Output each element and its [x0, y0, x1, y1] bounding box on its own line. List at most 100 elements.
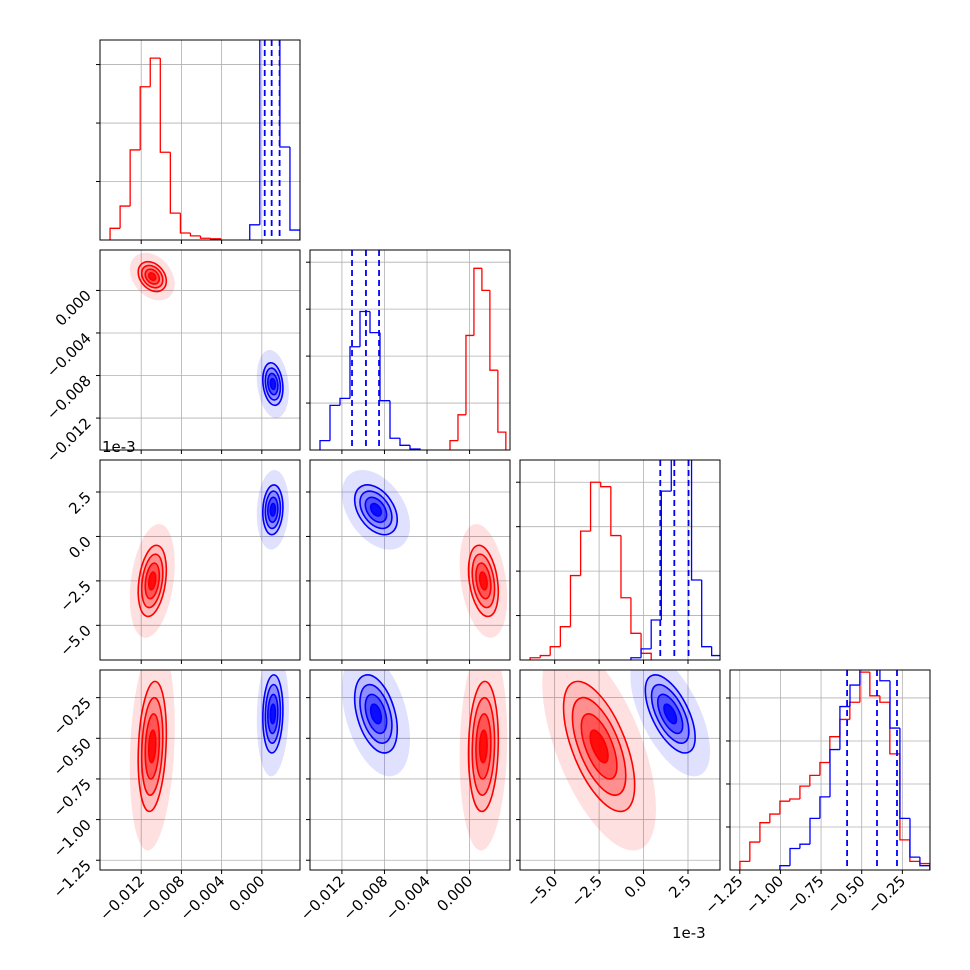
histogram-step — [789, 847, 800, 866]
histogram-step — [839, 718, 850, 737]
offset-label: 1e-3 — [102, 438, 136, 456]
panel-frame — [309, 459, 511, 661]
histogram-step — [909, 818, 920, 858]
histogram-step — [899, 728, 910, 820]
histogram-step — [670, 460, 672, 492]
panel-content — [129, 670, 289, 851]
panel-frame — [99, 669, 301, 871]
histogram-step — [457, 414, 466, 441]
y-tick-label: −0.25 — [50, 694, 95, 739]
panel-frame — [99, 249, 301, 451]
histogram-step — [559, 626, 571, 647]
y-tick-label: −2.5 — [56, 577, 94, 615]
histogram-step — [849, 701, 860, 720]
y-tick-label: −1.25 — [50, 856, 95, 901]
x-tick-label: −0.012 — [297, 872, 349, 924]
density-contour — [369, 502, 383, 517]
histogram-step — [650, 619, 662, 649]
histogram-step — [660, 490, 672, 620]
histogram-step — [179, 213, 191, 234]
panel-content — [542, 670, 711, 851]
histogram-step — [839, 705, 850, 750]
histogram-step — [249, 224, 260, 240]
histogram-step — [359, 310, 370, 347]
histogram-step — [630, 597, 642, 634]
histogram-step — [640, 633, 652, 660]
histogram-step — [149, 57, 161, 87]
histogram-step — [209, 238, 222, 240]
histogram-step — [909, 839, 920, 863]
histogram-step — [690, 460, 702, 581]
histogram-step — [399, 438, 410, 446]
histogram-step — [630, 657, 642, 660]
panel-content — [341, 670, 508, 851]
histogram-step — [409, 445, 421, 450]
histogram-step — [259, 40, 261, 225]
density-contour — [147, 571, 157, 591]
x-tick-label: 2.5 — [665, 872, 695, 902]
x-tick-label: −0.75 — [783, 872, 828, 917]
x-tick-label: −2.5 — [567, 872, 605, 910]
histogram-step — [739, 860, 750, 870]
histogram-step — [369, 311, 380, 334]
density-contour — [369, 703, 383, 725]
histogram-step — [119, 205, 131, 229]
panel-content — [129, 252, 289, 419]
histogram-step — [539, 654, 551, 658]
histogram-step — [799, 843, 810, 849]
panel-content — [529, 460, 720, 660]
histogram-step — [473, 267, 482, 336]
histogram-step — [159, 58, 171, 153]
y-tick-label: −0.012 — [43, 414, 95, 466]
x-tick-label: −0.25 — [864, 872, 909, 917]
histogram-step — [329, 404, 340, 441]
panel-frame — [309, 669, 511, 871]
histogram-step — [779, 800, 790, 815]
panel-frame — [729, 669, 931, 871]
histogram-step — [349, 346, 360, 399]
histogram-step — [749, 841, 760, 862]
x-tick-label: −0.004 — [176, 872, 228, 924]
density-contour — [147, 272, 157, 282]
histogram-step — [169, 152, 181, 214]
x-tick-label: −1.00 — [742, 872, 787, 917]
panel-frame — [99, 39, 301, 241]
histogram-step — [465, 334, 474, 415]
histogram-step — [809, 817, 820, 845]
histogram-step — [889, 680, 900, 729]
y-tick-label: −0.75 — [50, 775, 95, 820]
histogram-step — [869, 672, 880, 697]
x-tick-label: −0.004 — [382, 872, 434, 924]
y-tick-label: −0.004 — [43, 329, 95, 381]
density-contour — [269, 377, 277, 391]
histogram-step — [620, 535, 631, 599]
histogram-step — [759, 822, 770, 843]
x-tick-label: −1.25 — [701, 872, 746, 917]
panel-frame — [99, 459, 301, 661]
histogram-step — [579, 530, 591, 576]
x-tick-label: −0.008 — [339, 872, 391, 924]
histogram-step — [489, 290, 498, 371]
y-tick-label: −1.00 — [50, 816, 95, 861]
density-contour — [478, 729, 488, 764]
x-tick-label: 0.000 — [433, 872, 476, 915]
histogram-step — [497, 370, 507, 450]
density-contour — [269, 502, 277, 517]
density-contour — [147, 729, 157, 764]
histogram-step — [589, 481, 601, 532]
y-tick-label: −5.0 — [56, 621, 94, 659]
histogram-step — [109, 227, 121, 240]
histogram-step — [819, 761, 830, 776]
histogram-step — [569, 574, 581, 627]
histogram-step — [879, 670, 890, 682]
histogram-step — [600, 482, 611, 488]
histogram-step — [640, 648, 652, 658]
panel-content — [341, 469, 508, 638]
histogram-step — [289, 147, 300, 240]
y-tick-label: −0.008 — [43, 372, 95, 424]
histogram-step — [529, 657, 541, 660]
offset-label: 1e-3 — [672, 924, 706, 942]
histogram-step — [769, 813, 780, 823]
y-tick-label: 0.0 — [65, 533, 95, 563]
density-contour — [589, 729, 609, 764]
